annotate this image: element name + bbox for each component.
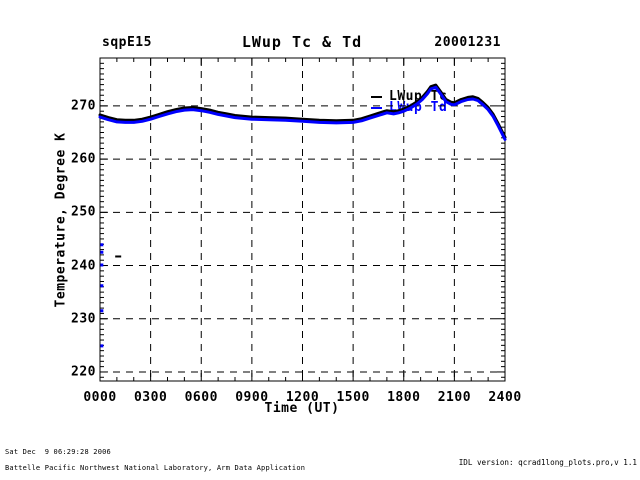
x-tick-label: 2100 — [437, 390, 472, 405]
y-tick-label: 260 — [71, 151, 96, 167]
x-tick-label: 1500 — [336, 390, 370, 405]
x-axis-label: Time (UT) — [264, 401, 340, 416]
site-label: sqpE15 — [102, 35, 152, 50]
y-tick-label: 220 — [71, 364, 96, 380]
footer-organization: Battelle Pacific Northwest National Labo… — [5, 464, 306, 472]
footer-version-block: IDL version: qcrad1long_plots.pro,v 1.1 … — [399, 444, 637, 480]
footer-timestamp: Sat Dec 9 06:29:28 2006 — [5, 448, 111, 456]
date-label: 20001231 — [434, 35, 501, 50]
y-tick-label: 270 — [71, 98, 96, 114]
x-tick-label: 2400 — [488, 390, 522, 405]
x-tick-label: 0000 — [83, 390, 117, 405]
x-tick-label: 0600 — [184, 390, 218, 405]
y-tick-label: 240 — [71, 258, 96, 274]
x-tick-label: 0900 — [235, 390, 269, 405]
plot-title: LWup Tc & Td — [241, 33, 363, 51]
legend-line-sample-tc — [371, 95, 382, 98]
x-tick-label: 1200 — [285, 390, 320, 405]
x-tick-label: 1800 — [387, 390, 421, 405]
legend-line-sample-td — [371, 106, 382, 109]
x-tick-label: 0300 — [133, 390, 168, 405]
y-tick-label: 230 — [71, 311, 96, 327]
footer-idl-version: IDL version: qcrad1long_plots.pro,v 1.1 — [458, 458, 637, 468]
y-tick-label: 250 — [71, 204, 96, 220]
